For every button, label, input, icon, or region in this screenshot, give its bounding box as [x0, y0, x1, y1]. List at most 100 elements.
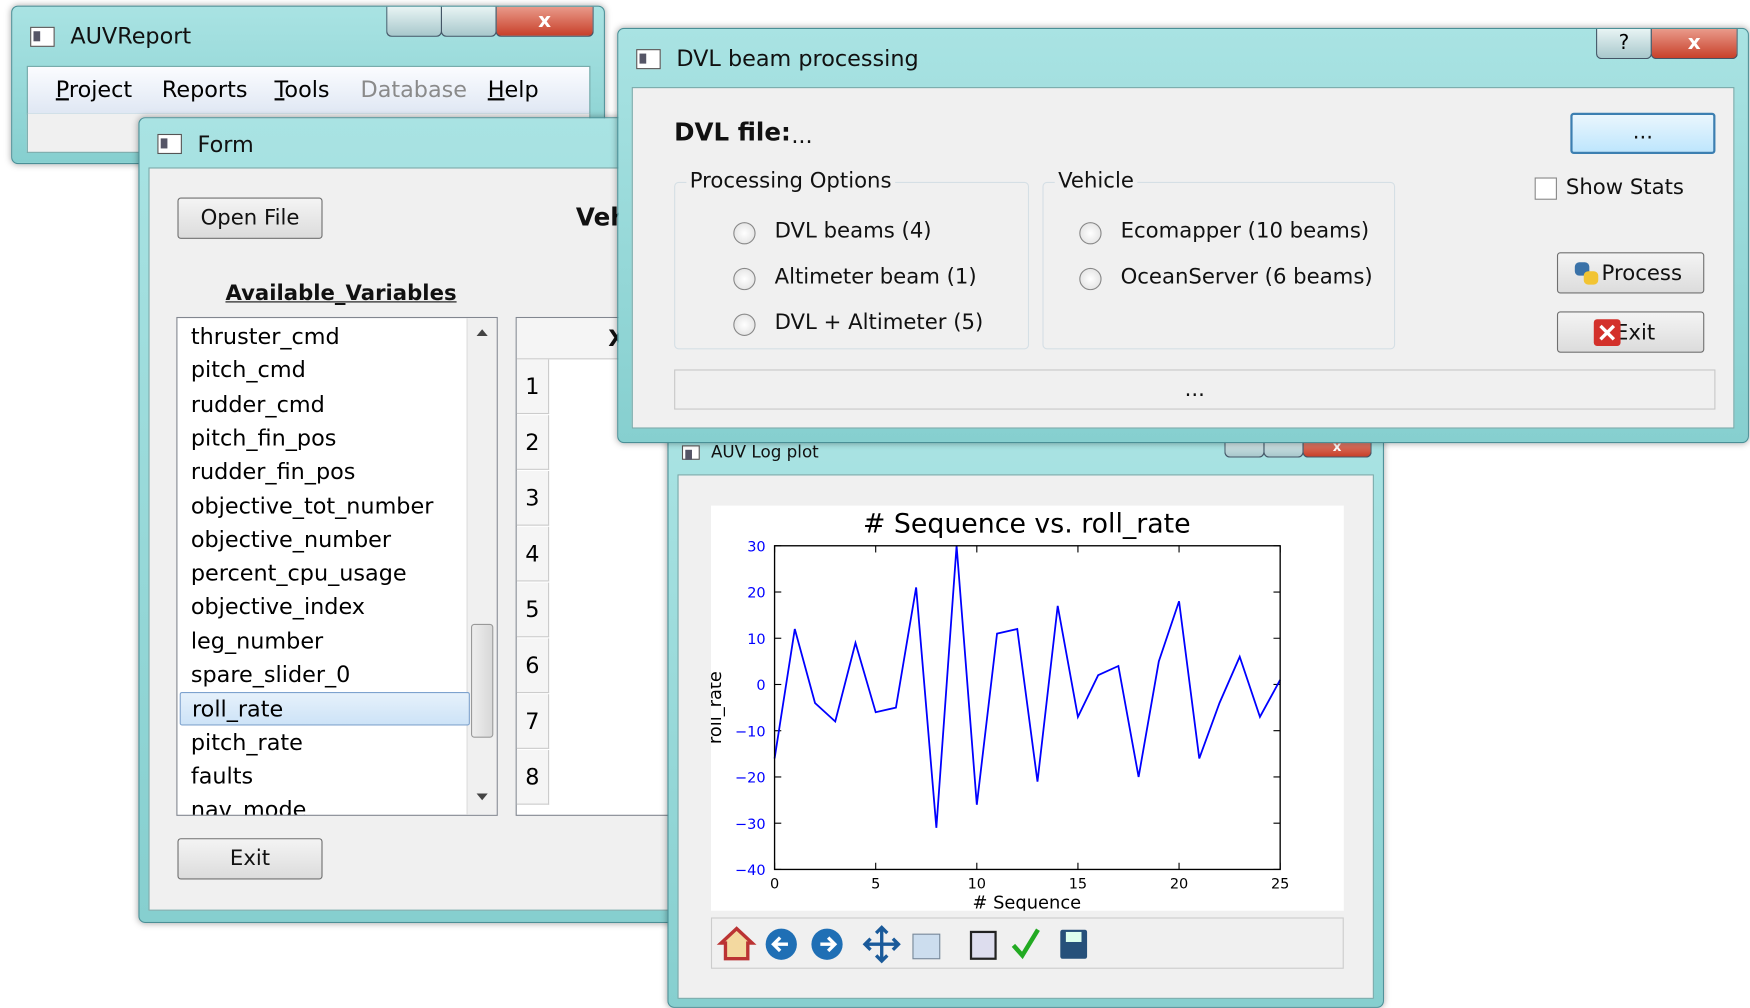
home-icon[interactable] [716, 926, 757, 961]
list-item[interactable]: leg_number [190, 626, 324, 654]
menu-item[interactable]: Project [55, 75, 133, 103]
list-item[interactable]: rudder_fin_pos [190, 457, 356, 485]
row-header: 8 [516, 750, 550, 805]
back-arrow [771, 936, 788, 953]
list-item[interactable]: faults [190, 762, 254, 789]
figure: # Sequence vs. roll_rate # Sequence roll… [710, 505, 1344, 911]
y-tick-label: 10 [747, 632, 765, 648]
y-tick-label: 20 [747, 586, 765, 602]
list-item[interactable]: rudder_cmd [190, 390, 325, 417]
list-item[interactable]: spare_slider_0 [190, 660, 351, 688]
exit-icon [1593, 319, 1621, 346]
y-tick-label: −40 [735, 863, 766, 879]
variable-list: thruster_cmd pitch_cmd rudder_cmd pitch_fin… [176, 316, 498, 816]
radio-button[interactable] [1079, 267, 1102, 291]
scrollbar[interactable] [466, 318, 497, 815]
status-bar: ... [674, 369, 1716, 410]
list-item[interactable]: percent_cpu_usage [190, 559, 407, 587]
list-item[interactable]: objective_index [190, 593, 366, 620]
exit-button[interactable]: Exit [1556, 311, 1705, 353]
axes-frame [773, 545, 1281, 871]
menu-item[interactable]: Database [360, 75, 468, 103]
scroll-down[interactable] [476, 793, 488, 801]
y-axis-label: roll_rate [711, 671, 726, 744]
maximize-button[interactable] [440, 6, 497, 37]
check-icon[interactable] [1011, 928, 1040, 960]
row-header: 5 [516, 582, 550, 638]
plot-client: # Sequence vs. roll_rate # Sequence roll… [677, 474, 1374, 999]
list-item[interactable]: pitch_rate [190, 728, 303, 756]
menu-item[interactable]: Help [487, 75, 539, 103]
y-tick-label: 0 [756, 678, 765, 694]
forward-arrow [820, 936, 838, 953]
plot-window: AUV Log plot x # Sequence vs. roll_rate … [667, 435, 1384, 1008]
window-title: AUVReport [70, 22, 192, 50]
dvl-window: DVL beam processing ? x DVL file: ... ..… [617, 27, 1749, 444]
data-line [773, 545, 1281, 828]
list-item[interactable]: objective_number [190, 525, 392, 553]
menu-item[interactable]: Tools [274, 75, 330, 103]
exit-button[interactable]: Exit [177, 838, 323, 880]
radio-button[interactable] [1079, 222, 1102, 245]
window-title: DVL beam processing [676, 44, 919, 72]
subplots-icon[interactable] [969, 930, 997, 960]
scroll-thumb[interactable] [470, 623, 494, 738]
open-file-button[interactable]: Open File [177, 197, 323, 239]
list-item[interactable]: objective_tot_number [190, 491, 434, 519]
status-text: ... [1184, 377, 1205, 402]
x-tick-label: 15 [1069, 876, 1087, 892]
list-item[interactable]: pitch_cmd [190, 356, 306, 384]
list-title: Available_Variables [225, 281, 457, 306]
menu-bar: Project Reports Tools Database Help [26, 65, 591, 115]
radio-label: DVL + Altimeter (5) [771, 310, 987, 335]
x-tick-label: 20 [1170, 876, 1188, 892]
vehicle-group: Vehicle Ecomapper (10 beams) OceanServer … [1042, 168, 1396, 350]
window-icon [681, 445, 700, 460]
radio-button[interactable] [733, 267, 756, 291]
group-title: Processing Options [686, 168, 895, 194]
x-tick-label: 5 [871, 876, 880, 892]
close-button[interactable]: x [495, 6, 594, 37]
radio-button[interactable] [733, 222, 756, 245]
chart-title: # Sequence vs. roll_rate [863, 508, 1191, 539]
scroll-up[interactable] [476, 329, 488, 336]
window-icon [157, 133, 182, 155]
processing-group: Processing Options DVL beams (4) Altimete… [674, 168, 1030, 350]
x-tick-label: 0 [770, 876, 779, 892]
list-item[interactable]: nav_mode [190, 795, 307, 816]
list-item[interactable]: pitch_fin_pos [190, 423, 337, 451]
list-item[interactable]: thruster_cmd [190, 322, 340, 350]
row-header: 2 [516, 415, 550, 470]
toolbar-icons [716, 925, 1088, 964]
toolbar [710, 917, 1344, 969]
window-icon [636, 49, 661, 70]
python-icon [1574, 262, 1599, 285]
save-label [1065, 931, 1082, 942]
row-header: 4 [516, 526, 550, 582]
process-button[interactable]: Process [1556, 252, 1705, 294]
y-tick-label: −10 [735, 724, 766, 740]
window-title: Form [197, 130, 254, 158]
row-header: 1 [516, 359, 550, 415]
window-icon [30, 26, 55, 47]
browse-button[interactable]: ... [1570, 112, 1716, 155]
menu-item[interactable]: Reports [161, 75, 248, 103]
pan-icon[interactable] [862, 925, 901, 964]
close-button[interactable]: x [1650, 29, 1738, 60]
y-tick-label: 30 [747, 539, 765, 555]
group-title: Vehicle [1054, 168, 1138, 194]
dvl-client: DVL file: ... ... Show Stats Processing … [631, 87, 1735, 429]
radio-label: Altimeter beam (1) [771, 264, 981, 290]
radio-label: OceanServer (6 beams) [1117, 264, 1377, 290]
list-item[interactable]: roll_rate [179, 692, 470, 726]
zoom-icon[interactable] [912, 933, 941, 960]
row-header: 7 [516, 694, 550, 749]
row-header: 6 [516, 638, 550, 694]
help-button[interactable]: ? [1596, 29, 1652, 60]
radio-label: Ecomapper (10 beams) [1117, 218, 1373, 244]
radio-button[interactable] [733, 313, 756, 336]
show-stats-checkbox[interactable] [1534, 177, 1557, 200]
x-tick-label: 10 [968, 876, 986, 892]
minimize-button[interactable] [386, 6, 442, 37]
x-tick-label: 25 [1271, 876, 1289, 892]
